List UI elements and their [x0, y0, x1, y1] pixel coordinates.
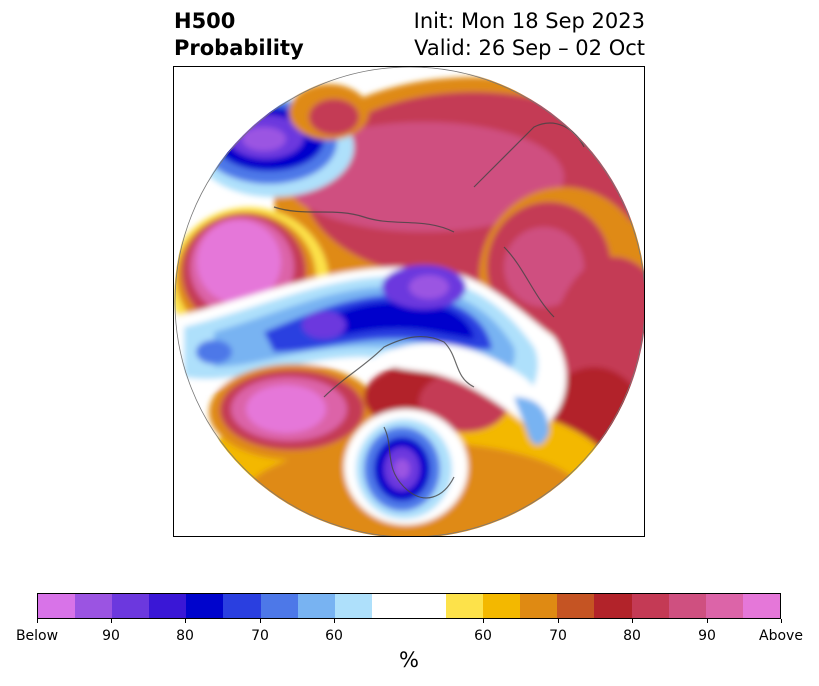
colorbar-tick-mark [631, 619, 633, 623]
colorbar-tick-label: Below [15, 628, 59, 644]
colorbar-swatch-below [297, 594, 335, 618]
colorbar-swatch-below [38, 594, 76, 618]
colorbar-swatch-above [557, 594, 595, 618]
colorbar-swatch-above [742, 594, 780, 618]
valid-range: Valid: 26 Sep – 02 Oct [414, 36, 645, 60]
colorbar-tick-mark [110, 619, 112, 623]
colorbar-tick-label: 80 [623, 628, 641, 644]
colorbar-tick-label: 90 [698, 628, 716, 644]
colorbar-swatch-above [594, 594, 632, 618]
map-dates: Init: Mon 18 Sep 2023 Valid: 26 Sep – 02… [414, 8, 645, 62]
colorbar-swatch-below [75, 594, 113, 618]
colorbar-neutral-gap [371, 594, 447, 618]
colorbar-tick-label: 80 [176, 628, 194, 644]
colorbar-tick-label: 60 [474, 628, 492, 644]
colorbar-swatch-above [705, 594, 743, 618]
colorbar-swatch-below [186, 594, 224, 618]
colorbar-tick-mark [780, 619, 782, 623]
colorbar-tick-mark [184, 619, 186, 623]
colorbar-unit-label: % [399, 648, 419, 672]
colorbar-tick-label: Above [759, 628, 803, 644]
colorbar-swatch-above [520, 594, 558, 618]
colorbar-swatch-above [446, 594, 484, 618]
colorbar-swatch-above [483, 594, 521, 618]
colorbar-swatch-below [149, 594, 187, 618]
title-product: Probability [174, 36, 304, 60]
colorbar-swatch-below [334, 594, 372, 618]
colorbar-tick-mark [333, 619, 335, 623]
colorbar-swatch-above [668, 594, 706, 618]
probability-field [174, 67, 644, 536]
colorbar-tick-mark [36, 619, 38, 623]
map-title: H500 Probability [174, 8, 304, 62]
colorbar-swatch-below [112, 594, 150, 618]
colorbar-tick-label: 70 [549, 628, 567, 644]
colorbar-tick-label: 70 [251, 628, 269, 644]
init-date: Init: Mon 18 Sep 2023 [413, 9, 645, 33]
colorbar-swatch-below [260, 594, 298, 618]
colorbar-tick-mark [259, 619, 261, 623]
colorbar-tick-mark [482, 619, 484, 623]
colorbar-tick-label: 60 [325, 628, 343, 644]
title-variable: H500 [174, 9, 236, 33]
colorbar [37, 593, 781, 619]
colorbar-swatch-below [223, 594, 261, 618]
polar-map [173, 66, 645, 537]
colorbar-tick-label: 90 [102, 628, 120, 644]
colorbar-tick-mark [557, 619, 559, 623]
colorbar-tick-mark [706, 619, 708, 623]
colorbar-swatch-above [631, 594, 669, 618]
